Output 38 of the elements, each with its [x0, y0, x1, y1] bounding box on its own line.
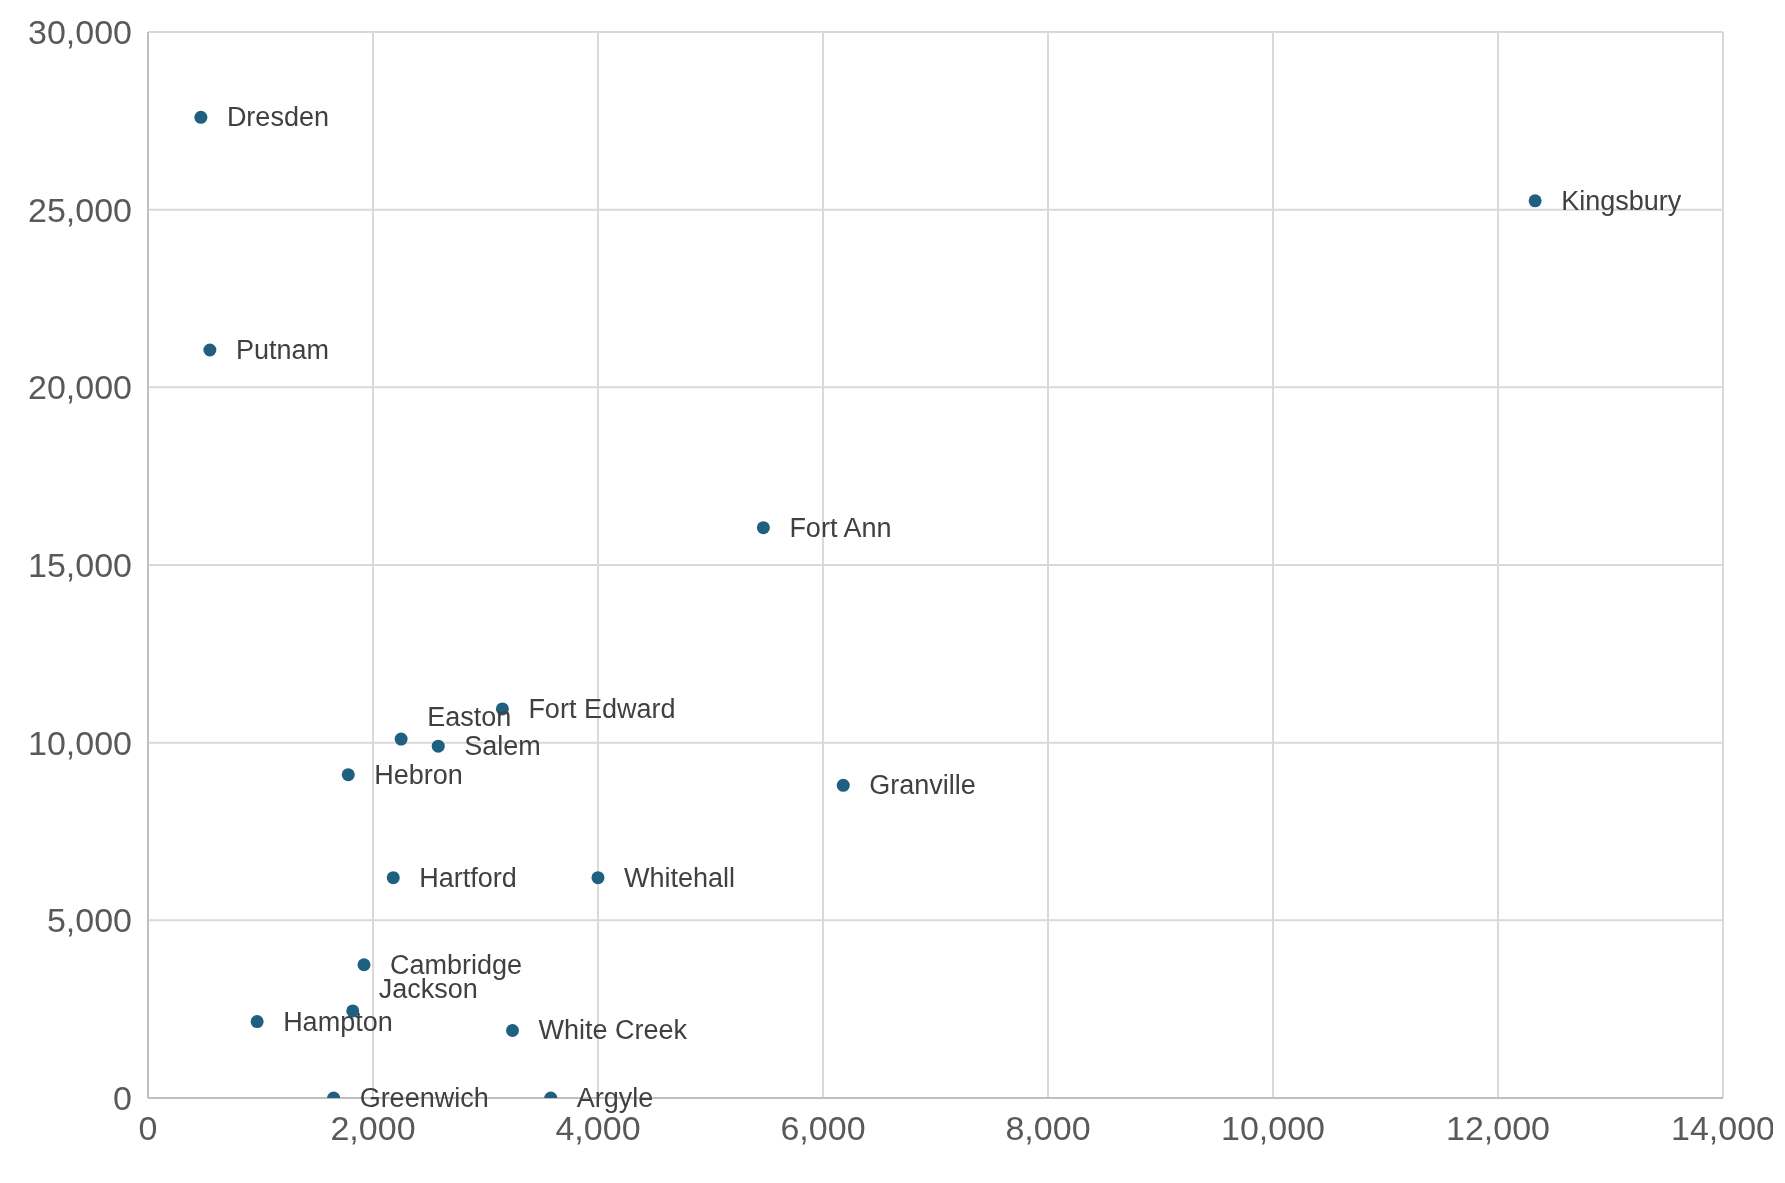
y-tick-label: 20,000 [28, 368, 132, 407]
data-label: White Creek [538, 1015, 688, 1046]
point [394, 732, 408, 746]
point [341, 768, 355, 782]
x-tick-label: 10,000 [1221, 1109, 1325, 1148]
y-tick-label: 0 [113, 1079, 132, 1118]
y-tick-label: 5,000 [46, 901, 132, 940]
point [194, 110, 208, 124]
y-tick-label: 30,000 [28, 13, 132, 52]
point [357, 958, 371, 972]
point [591, 871, 605, 885]
x-tick-label: 8,000 [1005, 1109, 1091, 1148]
data-label: Hartford [419, 862, 517, 893]
data-label: Hampton [283, 1006, 393, 1037]
point [431, 739, 445, 753]
point [756, 521, 770, 535]
point [836, 778, 850, 792]
point [1528, 194, 1542, 208]
data-label: Putnam [235, 335, 329, 366]
data-label: Salem [464, 731, 541, 762]
data-label: Fort Edward [528, 693, 676, 724]
data-label: Hebron [374, 759, 463, 790]
x-tick-label: 6,000 [780, 1109, 866, 1148]
data-label: Granville [869, 770, 976, 801]
data-label: Whitehall [624, 862, 736, 893]
point [203, 343, 217, 357]
y-tick-label: 25,000 [28, 190, 132, 229]
point [250, 1015, 264, 1029]
x-tick-label: 12,000 [1446, 1109, 1550, 1148]
point [506, 1023, 519, 1037]
data-label: Easton [427, 702, 512, 733]
data-label: Kingsbury [1561, 185, 1682, 216]
y-tick-label: 10,000 [28, 723, 132, 762]
y-tick-label: 15,000 [28, 546, 132, 585]
point [386, 871, 400, 885]
data-label: Dresden [226, 102, 329, 133]
data-label: Fort Ann [789, 512, 892, 543]
x-tick-label: 0 [138, 1109, 158, 1148]
